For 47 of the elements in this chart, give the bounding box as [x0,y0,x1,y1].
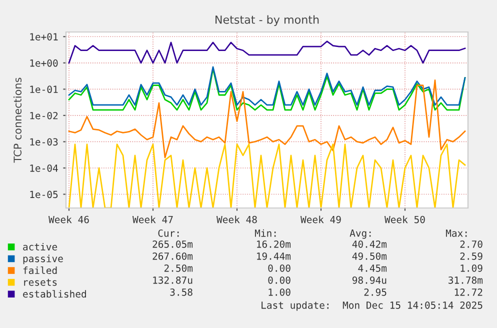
text: 12.72 [454,288,482,296]
text: 0.00 [268,276,290,284]
text: Last update: Mon Dec 15 14:05:14 2025 [262,301,482,311]
text: 1.00 [268,288,290,296]
x-tick-label: Week 46 [48,216,89,224]
legend-label: passive [23,254,63,264]
text: 132.87u [153,276,192,284]
line-series [68,144,466,208]
text: 267.60m [152,252,193,260]
y-tick-label: 1e+01 [30,33,58,40]
text: 98.94u [352,276,386,284]
x-tick-label: Week 47 [132,216,173,224]
text: 16.20m [257,240,291,248]
text: 2.59 [460,252,482,260]
text: 3.58 [170,288,192,296]
line-series [68,79,466,158]
text: Max: [446,230,467,237]
text: 19.44m [257,252,291,260]
legend-label: resets [24,278,57,286]
text: 0.00 [268,264,290,272]
text: 40.42m [352,240,387,248]
y-tick-label: 1e-04 [30,164,58,172]
y-tick-label: 1e-02 [30,112,58,120]
legend-label: active [23,242,58,250]
text: 265.05m [152,240,193,248]
x-tick-label: Week 49 [300,216,341,224]
text: Min: [254,229,276,237]
x-tick-label: Week 50 [384,216,425,224]
text: 1.09 [460,264,482,272]
text: 49.50m [352,252,387,260]
text: 4.45m [358,264,387,272]
legend-label: failed [23,266,57,274]
text: Cur: [158,229,179,237]
text: 2.70 [460,240,482,248]
y-axis-title: TCP connections [13,78,22,163]
text: 2.50m [164,264,193,272]
text: 2.95 [364,288,386,296]
y-tick-label: 1e-03 [30,138,58,146]
chart-title: Netstat - by month [216,15,319,26]
y-tick-label: 1e+00 [30,59,58,67]
y-tick-label: 1e-01 [30,86,58,94]
line-series [68,40,466,64]
text: Avg: [350,230,371,239]
text: 31.78m [448,276,483,284]
x-tick-label: Week 48 [216,216,257,224]
y-tick-label: 1e-05 [30,190,58,198]
legend-label: established [23,290,86,298]
